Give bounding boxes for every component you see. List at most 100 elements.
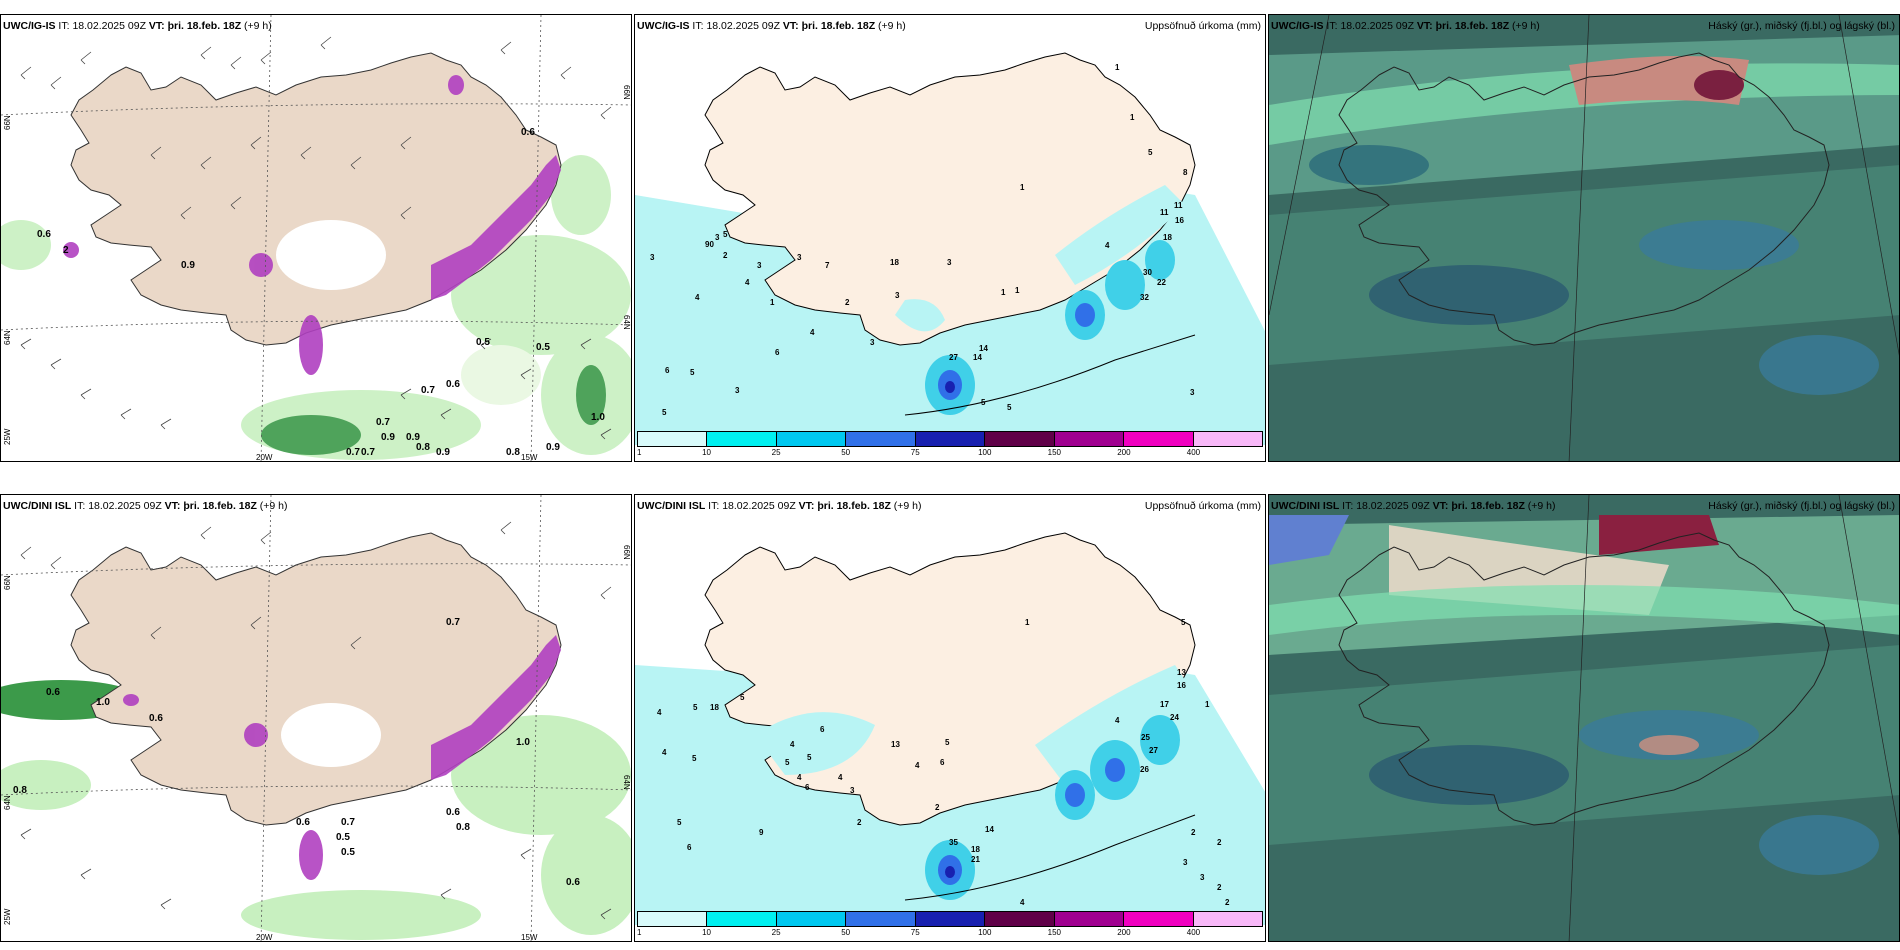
value-label: 2 xyxy=(857,818,862,827)
lon-label-25w: 25W xyxy=(3,428,12,445)
colorbar-segment xyxy=(1193,432,1262,446)
value-label: 1.0 xyxy=(516,737,530,748)
value-label: 14 xyxy=(985,825,994,834)
value-label: 22 xyxy=(1157,278,1166,287)
colorbar-tick: 50 xyxy=(841,928,851,937)
precip-shading xyxy=(1,155,631,460)
colorbar-segment xyxy=(776,432,847,446)
map-panel-wind-bottom: UWC/DINI ISL IT: 18.02.2025 09Z VT: þri.… xyxy=(0,494,632,942)
lat-label-66n-right: 66N xyxy=(622,85,631,100)
panel-header: UWC/DINI ISL IT: 18.02.2025 09Z VT: þri.… xyxy=(1271,500,1556,512)
value-label: 0.8 xyxy=(13,785,27,796)
value-label: 1 xyxy=(770,298,775,307)
value-label: 4 xyxy=(810,328,815,337)
lat-label-64n: 64N xyxy=(3,795,12,810)
value-label: 4 xyxy=(915,761,920,770)
value-label: 0.7 xyxy=(361,447,375,458)
map-panel-precip-bottom: UWC/DINI ISL IT: 18.02.2025 09Z VT: þri.… xyxy=(634,494,1266,942)
panel-header: UWC/IG-IS IT: 18.02.2025 09Z VT: þri. 18… xyxy=(637,20,906,32)
value-label: 2 xyxy=(1191,828,1196,837)
wind-value-labels: 0.6 0.8 1.0 0.6 0.6 0.7 0.5 0.5 0.6 0.8 … xyxy=(13,617,580,888)
value-label: 27 xyxy=(1149,746,1158,755)
value-label: 25 xyxy=(1141,733,1150,742)
value-label: 0.6 xyxy=(446,807,460,818)
value-label: 0.8 xyxy=(456,822,470,833)
colorbar-tick: 400 xyxy=(1186,448,1201,457)
colorbar-segment xyxy=(1124,912,1194,926)
value-label: 2 xyxy=(723,251,728,260)
value-label: 16 xyxy=(1177,681,1186,690)
precip-map: 4 5 5 4 5 6 18 5 6 4 5 5 6 4 4 9 3 2 13 … xyxy=(635,495,1265,941)
cloud-map xyxy=(1269,15,1899,461)
value-label: 2 xyxy=(1217,838,1222,847)
heavy-precip xyxy=(123,635,561,880)
value-label: 0.7 xyxy=(421,385,435,396)
colorbar-segment xyxy=(1193,912,1262,926)
lon-label-20w: 20W xyxy=(256,933,273,942)
wind-map: 0.6 0.8 1.0 0.6 0.6 0.7 0.5 0.5 0.6 0.8 … xyxy=(1,495,631,941)
value-label: 2 xyxy=(845,298,850,307)
value-label: 4 xyxy=(745,278,750,287)
value-label: 0.7 xyxy=(346,447,360,458)
panel-header: UWC/DINI ISL IT: 18.02.2025 09Z VT: þri.… xyxy=(637,500,922,512)
value-label: 14 xyxy=(973,353,982,362)
value-label: 6 xyxy=(687,843,692,852)
value-label: 5 xyxy=(690,368,695,377)
value-label: 90 xyxy=(705,240,714,249)
value-label: 0.9 xyxy=(381,432,395,443)
precip-value-labels: 3 3 4 4 5 6 5 3 90 5 2 3 3 7 1 2 4 3 6 1… xyxy=(650,63,1195,417)
colorbar-tick: 10 xyxy=(702,448,711,457)
colorbar-segment xyxy=(1124,432,1194,446)
value-label: 0.6 xyxy=(566,877,580,888)
value-label: 3 xyxy=(1190,388,1195,397)
value-label: 0.6 xyxy=(296,817,310,828)
value-label: 7 xyxy=(825,261,830,270)
value-label: 5 xyxy=(723,230,728,239)
value-label: 0.9 xyxy=(406,432,420,443)
value-label: 5 xyxy=(945,738,950,747)
value-label: 30 xyxy=(1143,268,1152,277)
lon-label-15w: 15W xyxy=(521,453,538,462)
value-label: 5 xyxy=(785,758,790,767)
value-label: 1 xyxy=(1025,618,1030,627)
value-label: 3 xyxy=(870,338,875,347)
value-label: 3 xyxy=(1183,858,1188,867)
value-label: 2 xyxy=(63,245,69,256)
value-label: 6 xyxy=(665,366,670,375)
value-label: 13 xyxy=(1177,668,1186,677)
map-panel-wind-top: UWC/IG-IS IT: 18.02.2025 09Z VT: þri. 18… xyxy=(0,14,632,462)
value-label: 5 xyxy=(740,693,745,702)
colorbar-tick: 150 xyxy=(1047,928,1062,937)
colorbar-segment xyxy=(707,912,777,926)
value-label: 4 xyxy=(790,740,795,749)
value-label: 4 xyxy=(657,708,662,717)
colorbar-segment xyxy=(846,912,916,926)
lon-label-25w: 25W xyxy=(3,908,12,925)
colorbar-tick: 150 xyxy=(1047,448,1062,457)
heavy-precip xyxy=(63,75,561,375)
value-label: 21 xyxy=(971,855,980,864)
value-label: 4 xyxy=(1020,898,1025,907)
panel-title: Háský (gr.), miðský (fj.bl.) og lágský (… xyxy=(1708,20,1895,32)
colorbar-segment xyxy=(776,912,847,926)
map-panel-clouds-top: UWC/IG-IS IT: 18.02.2025 09Z VT: þri. 18… xyxy=(1268,14,1900,462)
colorbar-tick: 25 xyxy=(771,928,781,937)
value-label: 14 xyxy=(979,344,988,353)
value-label: 3 xyxy=(947,258,952,267)
value-label: 1 xyxy=(1130,113,1135,122)
value-label: 0.7 xyxy=(446,617,460,628)
precip-map: 3 3 4 4 5 6 5 3 90 5 2 3 3 7 1 2 4 3 6 1… xyxy=(635,15,1265,461)
value-label: 2 xyxy=(1217,883,1222,892)
colorbar-segment xyxy=(707,432,777,446)
value-label: 0.6 xyxy=(37,229,51,240)
value-label: 27 xyxy=(949,353,958,362)
value-label: 6 xyxy=(940,758,945,767)
value-label: 18 xyxy=(971,845,980,854)
value-label: 0.5 xyxy=(476,337,490,348)
value-label: 5 xyxy=(693,703,698,712)
value-label: 35 xyxy=(949,838,958,847)
value-label: 18 xyxy=(1163,233,1172,242)
value-label: 11 xyxy=(1160,208,1169,217)
value-label: 4 xyxy=(1115,716,1120,725)
value-label: 0.6 xyxy=(46,687,60,698)
